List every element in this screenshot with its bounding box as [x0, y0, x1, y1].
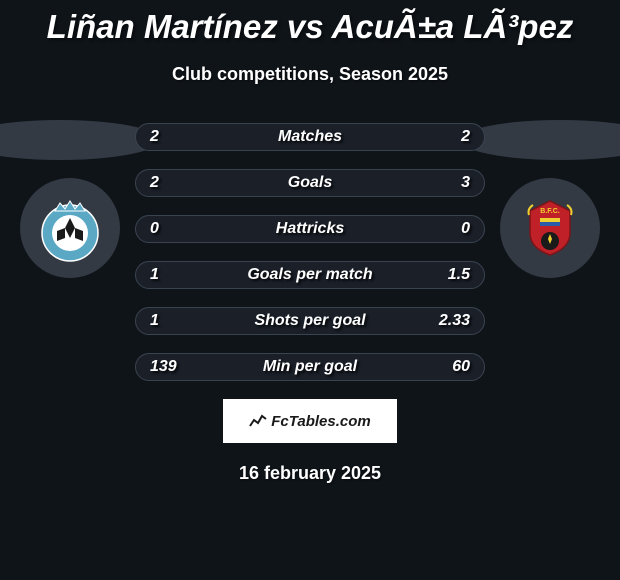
team-left-logo-icon: [35, 193, 105, 263]
stat-label: Min per goal: [263, 358, 357, 376]
stat-left-value: 2: [150, 128, 159, 146]
team-right-logo-icon: B.F.C.: [515, 193, 585, 263]
brand-logo[interactable]: FcTables.com: [223, 399, 397, 443]
stat-row-goals: 2 Goals 3: [135, 169, 485, 197]
stat-row-hattricks: 0 Hattricks 0: [135, 215, 485, 243]
page-subtitle: Club competitions, Season 2025: [0, 64, 620, 85]
svg-text:B.F.C.: B.F.C.: [540, 208, 560, 215]
stat-left-value: 1: [150, 312, 159, 330]
stat-label: Goals: [288, 174, 332, 192]
stat-right-value: 60: [452, 358, 470, 376]
stat-label: Shots per goal: [254, 312, 365, 330]
stat-row-spg: 1 Shots per goal 2.33: [135, 307, 485, 335]
stat-left-value: 2: [150, 174, 159, 192]
footer-date: 16 february 2025: [0, 463, 620, 484]
stat-right-value: 0: [461, 220, 470, 238]
page-title: Liñan Martínez vs AcuÃ±a LÃ³pez: [0, 0, 620, 46]
stat-left-value: 0: [150, 220, 159, 238]
stat-row-gpm: 1 Goals per match 1.5: [135, 261, 485, 289]
stat-left-value: 1: [150, 266, 159, 284]
stat-right-value: 3: [461, 174, 470, 192]
stat-left-value: 139: [150, 358, 177, 376]
stat-row-mpg: 139 Min per goal 60: [135, 353, 485, 381]
stat-label: Hattricks: [276, 220, 344, 238]
stat-row-matches: 2 Matches 2: [135, 123, 485, 151]
right-team-badge-circle: B.F.C.: [500, 178, 600, 278]
stat-right-value: 1.5: [448, 266, 470, 284]
stat-label: Matches: [278, 128, 342, 146]
stat-right-value: 2: [461, 128, 470, 146]
chart-icon: [249, 412, 267, 430]
stat-label: Goals per match: [247, 266, 372, 284]
stat-right-value: 2.33: [439, 312, 470, 330]
brand-text: FcTables.com: [271, 413, 370, 430]
stats-content: B.F.C. 2 Matches 2 2 Goals 3 0 Hattricks…: [0, 123, 620, 484]
left-team-badge-circle: [20, 178, 120, 278]
